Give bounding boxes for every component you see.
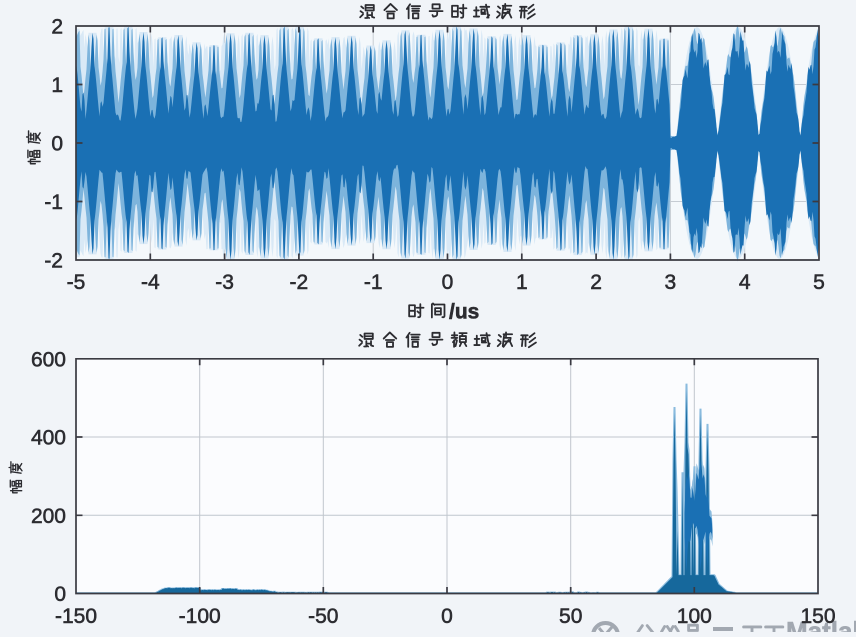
svg-text:-5: -5	[67, 271, 86, 294]
svg-text:-3: -3	[215, 271, 234, 294]
svg-text:50: 50	[559, 605, 582, 628]
svg-text:0: 0	[441, 605, 453, 628]
svg-text:2: 2	[590, 271, 602, 294]
svg-text:400: 400	[31, 427, 66, 450]
svg-text:5: 5	[813, 271, 825, 294]
svg-text:3: 3	[665, 271, 677, 294]
svg-text:2: 2	[51, 16, 63, 39]
svg-text:200: 200	[31, 505, 66, 528]
svg-text:-150: -150	[55, 605, 97, 628]
svg-text:-2: -2	[290, 271, 309, 294]
svg-text:4: 4	[739, 271, 751, 294]
svg-text:/us: /us	[449, 301, 479, 324]
svg-text:-100: -100	[179, 605, 221, 628]
svg-text:-1: -1	[44, 191, 63, 214]
svg-text:0: 0	[442, 271, 454, 294]
svg-text:1: 1	[516, 271, 528, 294]
svg-text:600: 600	[31, 348, 66, 371]
svg-text:0: 0	[54, 583, 66, 606]
svg-text:0: 0	[51, 133, 63, 156]
svg-text:-4: -4	[141, 271, 160, 294]
svg-text:-50: -50	[308, 605, 338, 628]
svg-text:100: 100	[677, 605, 712, 628]
svg-text:1: 1	[51, 74, 63, 97]
svg-text:-1: -1	[364, 271, 383, 294]
svg-text:-2: -2	[44, 250, 63, 273]
svg-text:150: 150	[800, 605, 835, 628]
